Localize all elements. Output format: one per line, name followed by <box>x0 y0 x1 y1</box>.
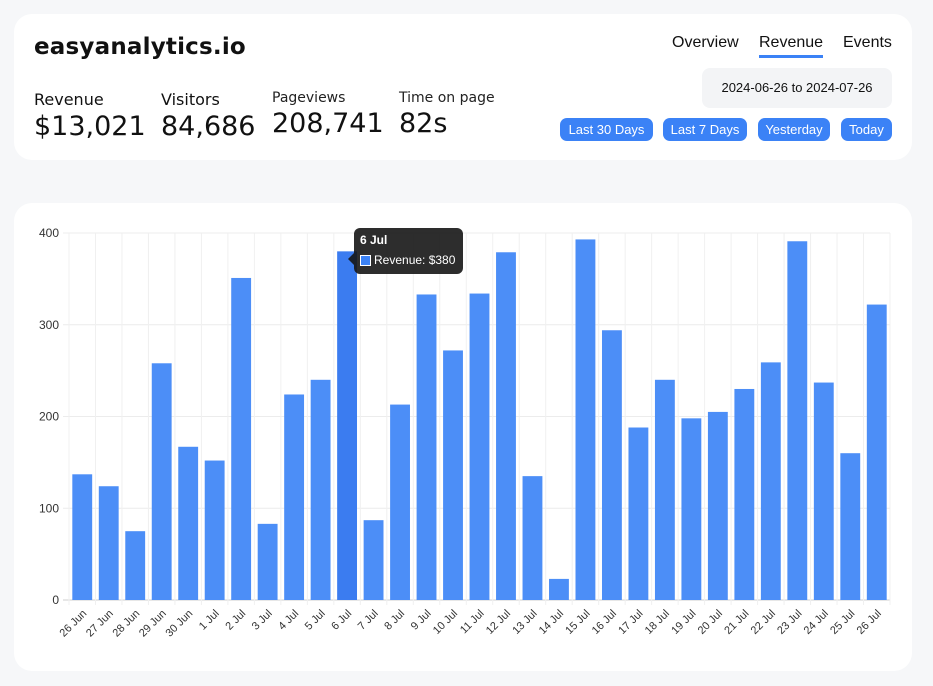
revenue-bar[interactable] <box>813 382 834 600</box>
tooltip-title: 6 Jul <box>360 233 388 247</box>
x-tick-label: 25 Jul <box>828 608 857 637</box>
chart-tooltip: 6 Jul Revenue: $380 <box>354 228 463 274</box>
x-tick-label: 26 Jun <box>58 608 90 640</box>
tab-revenue[interactable]: Revenue <box>759 34 824 58</box>
x-tick-label: 28 Jun <box>110 608 142 640</box>
y-tick-label: 200 <box>39 410 59 424</box>
x-tick-label: 8 Jul <box>382 608 407 633</box>
stat-label: Visitors <box>161 90 220 109</box>
revenue-bar[interactable] <box>98 486 119 600</box>
x-tick-label: 12 Jul <box>484 608 513 637</box>
stat-pageviews: Pageviews 208,741 <box>272 90 384 139</box>
x-tick-label: 7 Jul <box>356 608 381 633</box>
revenue-bar[interactable] <box>601 330 622 600</box>
x-tick-label: 14 Jul <box>537 608 566 637</box>
revenue-bar[interactable] <box>284 394 305 600</box>
x-tick-label: 24 Jul <box>802 608 831 637</box>
last-30-days-button[interactable]: Last 30 Days <box>560 118 653 141</box>
x-tick-label: 3 Jul <box>250 608 275 633</box>
revenue-bar[interactable] <box>204 460 225 600</box>
revenue-bar[interactable] <box>443 350 463 600</box>
revenue-bar[interactable] <box>363 520 384 600</box>
revenue-bar[interactable] <box>310 379 331 600</box>
revenue-bar[interactable] <box>628 427 649 600</box>
revenue-bar[interactable] <box>840 453 861 600</box>
last-7-days-button[interactable]: Last 7 Days <box>663 118 747 141</box>
stat-visitors: Visitors 84,686 <box>161 90 255 142</box>
x-tick-label: 29 Jun <box>137 608 169 640</box>
revenue-bar[interactable] <box>549 578 569 600</box>
tab-events[interactable]: Events <box>843 34 892 51</box>
stat-label: Pageviews <box>272 90 346 106</box>
tooltip-value: Revenue: $380 <box>374 253 456 267</box>
x-tick-label: 19 Jul <box>669 608 698 637</box>
stat-value: 82s <box>399 108 448 139</box>
stat-label: Time on page <box>399 90 495 106</box>
today-button[interactable]: Today <box>841 118 892 141</box>
x-tick-label: 6 Jul <box>329 608 354 633</box>
revenue-bar[interactable] <box>575 239 596 601</box>
stat-value: 208,741 <box>272 108 384 139</box>
revenue-bar[interactable] <box>257 523 278 600</box>
revenue-bar[interactable] <box>151 363 172 600</box>
stat-value: $13,021 <box>34 111 146 142</box>
x-tick-label: 11 Jul <box>458 608 487 637</box>
x-tick-label: 15 Jul <box>563 608 592 637</box>
stat-value: 84,686 <box>161 111 256 142</box>
x-tick-label: 18 Jul <box>643 608 672 637</box>
stat-time-on-page: Time on page 82s <box>399 90 495 139</box>
x-tick-label: 21 Jul <box>722 608 751 637</box>
revenue-bar[interactable] <box>866 304 887 600</box>
revenue-bar[interactable] <box>787 241 808 600</box>
revenue-bar[interactable] <box>125 531 146 600</box>
x-tick-label: 26 Jul <box>855 608 884 637</box>
revenue-bar[interactable] <box>707 411 728 600</box>
revenue-bar[interactable] <box>760 362 781 600</box>
stat-revenue: Revenue $13,021 <box>34 90 146 142</box>
x-tick-label: 13 Jul <box>510 608 539 637</box>
x-tick-label: 1 Jul <box>197 608 222 633</box>
revenue-bar[interactable] <box>416 294 437 600</box>
y-tick-label: 400 <box>39 226 59 240</box>
x-tick-label: 9 Jul <box>409 608 434 633</box>
revenue-bar[interactable] <box>178 446 199 600</box>
y-tick-label: 0 <box>52 593 59 607</box>
revenue-bar[interactable] <box>390 404 410 600</box>
x-tick-label: 23 Jul <box>775 608 804 637</box>
revenue-bar[interactable] <box>72 474 93 600</box>
revenue-bar[interactable] <box>469 293 490 600</box>
x-tick-label: 27 Jun <box>84 608 116 640</box>
x-tick-label: 20 Jul <box>696 608 725 637</box>
x-tick-label: 22 Jul <box>749 608 778 637</box>
x-tick-label: 4 Jul <box>276 608 301 633</box>
yesterday-button[interactable]: Yesterday <box>758 118 830 141</box>
x-tick-label: 5 Jul <box>303 608 328 633</box>
summary-card: easyanalytics.io Revenue $13,021 Visitor… <box>14 14 912 160</box>
x-tick-label: 17 Jul <box>616 608 645 637</box>
x-tick-label: 10 Jul <box>431 608 460 637</box>
stat-label: Revenue <box>34 90 104 109</box>
revenue-bar[interactable] <box>337 251 358 600</box>
revenue-bar[interactable] <box>654 379 675 600</box>
revenue-chart-card: 0 100 200 300 400 26 Jun 27 Jun 28 Jun 29 Jun 30 … <box>14 203 912 671</box>
revenue-bar[interactable] <box>496 252 516 600</box>
app-logo[interactable]: easyanalytics.io <box>34 34 246 60</box>
tooltip-caret <box>348 253 354 265</box>
date-range-picker[interactable]: 2024-06-26 to 2024-07-26 <box>702 68 892 108</box>
tooltip-swatch <box>360 255 371 266</box>
revenue-bar[interactable] <box>734 388 755 600</box>
x-tick-label: 2 Jul <box>223 608 248 633</box>
tab-overview[interactable]: Overview <box>672 34 739 51</box>
y-tick-label: 100 <box>39 501 59 515</box>
revenue-bar[interactable] <box>231 277 252 600</box>
x-tick-label: 30 Jun <box>163 608 195 640</box>
x-tick-label: 16 Jul <box>590 608 619 637</box>
y-tick-label: 300 <box>39 318 59 332</box>
revenue-bar[interactable] <box>681 418 702 600</box>
revenue-bar[interactable] <box>522 476 543 600</box>
